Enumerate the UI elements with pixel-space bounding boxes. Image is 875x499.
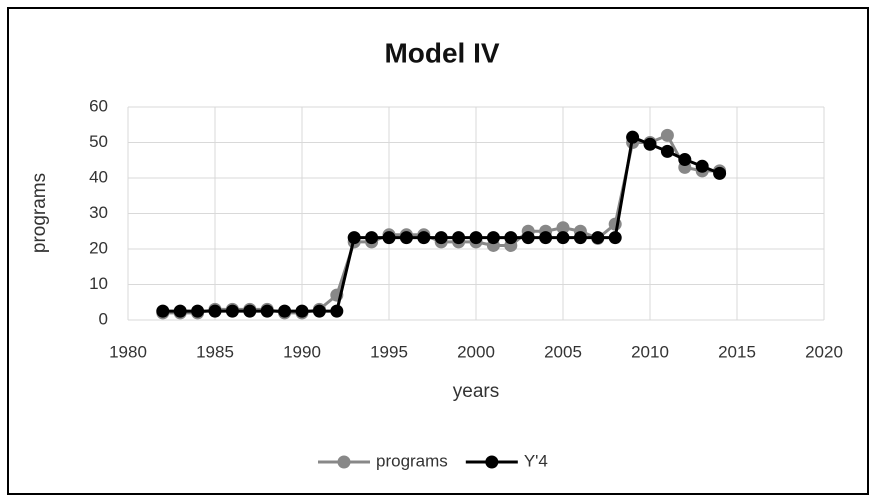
y-tick-label: 10 [89,274,108,293]
data-point [539,231,553,245]
data-point [573,231,587,245]
chart-border [7,7,869,495]
y-tick-label: 50 [89,132,108,151]
x-tick-label: 2005 [544,342,582,361]
data-point [365,231,379,245]
legend-marker [485,455,499,469]
data-point [382,231,396,245]
x-axis-label: years [453,381,499,402]
data-point [295,304,309,318]
data-point [208,304,222,318]
data-point [330,304,344,318]
data-point [556,231,570,245]
data-point [225,304,239,318]
data-point [695,159,709,173]
data-point [399,231,413,245]
data-point [156,304,170,318]
x-tick-label: 1985 [196,342,234,361]
data-point [626,130,640,144]
legend-label: programs [376,451,448,470]
x-tick-label: 1990 [283,342,321,361]
x-tick-label: 2020 [805,342,843,361]
data-point [660,144,674,158]
y-tick-label: 0 [99,309,108,328]
data-point [243,304,257,318]
y-axis-label: programs [29,173,50,253]
data-point [521,231,535,245]
x-tick-label: 2000 [457,342,495,361]
data-point [278,304,292,318]
x-tick-label: 1995 [370,342,408,361]
y-tick-label: 20 [89,238,108,257]
legend-marker [337,455,351,469]
data-point [591,231,605,245]
data-point [469,231,483,245]
data-point [608,231,622,245]
x-tick-label: 1980 [109,342,147,361]
data-point [660,128,674,142]
y-tick-label: 30 [89,203,108,222]
chart-title: Model IV [384,37,499,68]
data-point [191,304,205,318]
data-point [643,137,657,151]
data-point [713,166,727,180]
data-point [452,231,466,245]
data-point [486,231,500,245]
y-tick-label: 60 [89,96,108,115]
x-tick-label: 2010 [631,342,669,361]
data-point [347,231,361,245]
data-point [434,231,448,245]
data-point [556,221,570,235]
data-point [417,231,431,245]
x-tick-label: 2015 [718,342,756,361]
data-point [678,153,692,167]
data-point [312,304,326,318]
legend-label: Y'4 [524,451,548,470]
y-tick-label: 40 [89,167,108,186]
data-point [504,231,518,245]
data-point [173,304,187,318]
data-point [260,304,274,318]
